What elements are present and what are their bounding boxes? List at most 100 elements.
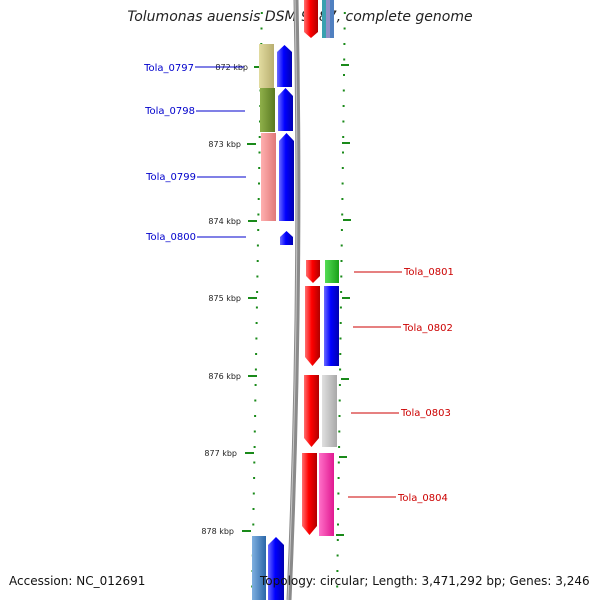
gene-label-tola-0803[interactable]: Tola_0803 — [400, 408, 451, 419]
gene-arrow-tola-0801[interactable] — [306, 260, 320, 283]
right-color-track — [319, 0, 339, 536]
ruler-dot-left — [258, 151, 261, 154]
genome-backbone-highlight — [287, 0, 298, 600]
gene-block-steel-top — [330, 0, 334, 38]
left-gene-labels: Tola_0797 Tola_0798 Tola_0799 Tola_0800 — [143, 63, 246, 243]
ruler-dot-right — [337, 477, 340, 479]
ruler-dot-right — [336, 539, 339, 541]
ruler-dot-right — [337, 461, 340, 464]
ruler-dot-right — [341, 167, 344, 169]
ruler-dot-right — [339, 337, 342, 340]
ruler-dot-left — [255, 337, 258, 340]
ruler-dot-right — [339, 322, 342, 324]
gene-block-green — [325, 260, 339, 283]
ruler-dot-left — [253, 477, 256, 479]
ruler-dot-left — [255, 353, 258, 355]
ruler-dot-left — [258, 167, 261, 169]
gene-label-tola-0801[interactable]: Tola_0801 — [403, 267, 454, 278]
ruler-dot-right — [340, 291, 343, 293]
gene-block-gray — [322, 375, 337, 447]
ruler-dot-right — [336, 585, 339, 588]
ruler-dot-left — [254, 384, 257, 386]
ruler-dot-left — [256, 244, 259, 247]
ruler-dot-left — [258, 182, 260, 185]
gene-block-lavender — [326, 0, 330, 38]
ruler-dot-right — [337, 523, 339, 526]
gene-label-tola-0802[interactable]: Tola_0802 — [402, 323, 453, 334]
ruler-dot-left — [257, 198, 260, 200]
ruler-dot-right — [342, 105, 345, 107]
ruler-dot-right — [339, 353, 342, 355]
genome-backbone — [286, 0, 301, 600]
ruler-dot-left — [252, 508, 255, 510]
ruler-dot-left — [254, 415, 257, 417]
gene-label-tola-0798[interactable]: Tola_0798 — [144, 106, 195, 117]
ruler-dot-left — [260, 27, 263, 30]
gene-label-tola-0804[interactable]: Tola_0804 — [397, 493, 448, 504]
gene-arrow-bottom-forward[interactable] — [268, 537, 284, 600]
ruler-dot-right — [340, 229, 343, 231]
gene-label-tola-0799[interactable]: Tola_0799 — [145, 172, 196, 183]
ruler-dot-right — [337, 492, 340, 495]
reverse-strand-genes — [302, 0, 320, 535]
gene-arrow-tola-0804[interactable] — [302, 453, 317, 535]
gene-block-teal — [322, 0, 326, 38]
ruler-dot-right — [341, 213, 344, 216]
gene-arrow-tola-0797[interactable] — [277, 45, 292, 87]
gene-arrow-tola-0798[interactable] — [278, 88, 293, 131]
gene-arrow-top-reverse[interactable] — [304, 0, 318, 38]
map-title: Tolumonas auensis DSM 9187, complete gen… — [127, 9, 473, 25]
ruler-dot-right — [339, 368, 342, 371]
ruler-dot-left — [260, 12, 263, 14]
ruler-dot-right — [339, 306, 342, 309]
ruler-dot-left — [257, 229, 260, 231]
gene-label-tola-0800[interactable]: Tola_0800 — [145, 232, 196, 243]
ruler-dot-right — [338, 415, 341, 417]
ruler-dot-right — [340, 260, 343, 262]
gene-block-pink — [261, 133, 276, 221]
gene-arrow-tola-0799[interactable] — [279, 133, 294, 221]
right-gene-labels: Tola_0801 Tola_0802 Tola_0803 Tola_0804 — [348, 267, 454, 504]
ruler-dot-left — [253, 430, 256, 433]
ruler-dot-right — [338, 399, 341, 402]
ruler-dot-left — [252, 523, 255, 526]
ruler-dot-left — [252, 492, 255, 495]
topology-summary: Topology: circular; Length: 3,471,292 bp… — [260, 574, 590, 588]
ruler-dot-right — [336, 570, 339, 572]
ruler-dot-left — [255, 322, 258, 324]
left-color-track — [252, 44, 276, 600]
gene-arrow-tola-0800[interactable] — [280, 231, 293, 245]
ruler-dot-left — [256, 260, 259, 262]
ruler-dot-left — [254, 399, 257, 402]
forward-strand-genes — [268, 45, 294, 600]
ruler-dot-right — [343, 58, 346, 61]
accession-label: Accession: NC_012691 — [9, 574, 146, 588]
ruler-dot-right — [342, 120, 345, 123]
ruler-dot-left — [254, 368, 257, 371]
ruler-dot-right — [338, 430, 341, 433]
ruler-dot-right — [341, 198, 344, 200]
gene-label-tola-0797[interactable]: Tola_0797 — [143, 63, 194, 74]
ruler-dot-right — [342, 89, 345, 92]
ruler-dot-right — [343, 74, 345, 76]
gene-block-blue — [324, 286, 339, 366]
ruler-dot-right — [343, 12, 346, 14]
tick-label-878: 878 kbp — [201, 527, 234, 536]
tick-label-875: 875 kbp — [208, 294, 241, 303]
gene-arrow-tola-0802[interactable] — [305, 286, 320, 366]
ruler-dot-left — [253, 461, 256, 464]
ruler-dot-left — [253, 446, 256, 448]
ruler-dot-right — [338, 446, 341, 448]
gene-block-steel — [252, 536, 266, 600]
ruler-dot-right — [341, 182, 344, 185]
ruler-dot-right — [338, 384, 341, 386]
ruler-dot-right — [343, 27, 346, 30]
ruler-dot-right — [340, 275, 343, 278]
ruler-dot-right — [342, 136, 345, 138]
gene-arrow-tola-0803[interactable] — [304, 375, 319, 447]
gene-block-magenta — [319, 453, 334, 536]
gene-block-olive — [260, 88, 275, 132]
ruler-dot-left — [256, 275, 259, 278]
